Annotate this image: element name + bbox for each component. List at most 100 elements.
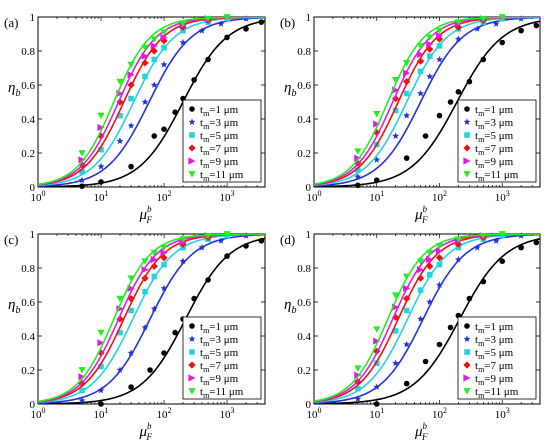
data-point <box>473 25 481 32</box>
data-point <box>117 329 123 336</box>
legend-label: tm=7 μm <box>475 360 514 374</box>
data-point <box>417 68 424 75</box>
data-point <box>97 163 105 170</box>
data-point <box>392 107 399 114</box>
data-point <box>224 34 230 41</box>
data-point <box>499 39 506 46</box>
data-point <box>533 22 540 29</box>
legend-label: tm=1 μm <box>200 321 239 335</box>
data-point <box>78 373 86 381</box>
y-axis-label: ηb <box>284 297 296 316</box>
data-point <box>127 349 135 356</box>
data-point <box>355 182 361 189</box>
legend-label: tm=9 μm <box>200 156 239 170</box>
legend-marker <box>188 171 196 178</box>
data-point <box>518 27 524 34</box>
legend-label: tm=1 μm <box>200 104 239 118</box>
data-point <box>127 275 135 282</box>
data-point <box>403 295 411 303</box>
data-point <box>403 284 411 292</box>
x-tick-label: 102 <box>432 189 447 204</box>
data-point <box>224 253 230 259</box>
data-point <box>198 27 206 34</box>
y-tick-label: 0 <box>306 399 312 411</box>
legend-marker <box>463 118 471 125</box>
data-point <box>258 19 265 25</box>
data-point <box>447 324 454 331</box>
data-point <box>454 236 462 243</box>
data-point <box>373 156 381 163</box>
legend-box <box>457 99 537 183</box>
data-point <box>160 244 168 252</box>
data-point <box>161 350 167 356</box>
y-tick-label: 1 <box>306 229 312 241</box>
data-point <box>403 90 410 97</box>
legend-marker <box>464 323 470 329</box>
data-point <box>392 95 400 103</box>
data-point <box>354 154 362 162</box>
data-point <box>151 133 158 139</box>
y-tick-label: 0 <box>306 182 312 194</box>
data-point <box>373 401 380 407</box>
data-point <box>454 19 462 26</box>
data-point <box>179 38 187 46</box>
x-tick-label: 103 <box>220 406 235 421</box>
legend-label: tm=5 μm <box>475 130 514 144</box>
data-point <box>217 237 225 244</box>
data-point <box>141 323 149 331</box>
data-point <box>150 249 158 257</box>
data-point <box>79 168 85 175</box>
data-point <box>426 272 433 278</box>
legend-label: tm=9 μm <box>200 373 239 387</box>
data-point <box>403 307 410 314</box>
x-tick-label: 101 <box>94 189 109 204</box>
axes-frame <box>37 233 266 405</box>
y-tick-label: 0.8 <box>297 46 311 58</box>
y-tick-label: 0.6 <box>297 80 311 92</box>
chart-panel: 0 0.2 0.4 0.6 0.8 1 100 101 102 103 ηb μb F (c) tm=1 μ… <box>4 229 266 442</box>
data-point <box>436 281 443 288</box>
y-tick-label: 0.4 <box>21 114 35 126</box>
data-point <box>435 27 444 35</box>
legend-label: tm=11 μm <box>475 169 519 183</box>
axes-frame <box>37 16 266 188</box>
data-point <box>97 339 105 347</box>
data-point <box>403 112 411 119</box>
data-point <box>217 20 225 27</box>
data-point <box>422 133 429 139</box>
y-tick-label: 0.8 <box>297 263 311 275</box>
data-point <box>128 95 134 102</box>
data-point <box>416 57 425 65</box>
data-point <box>97 329 105 337</box>
data-point <box>518 244 524 251</box>
legend-label: tm=3 μm <box>475 117 514 131</box>
data-point <box>416 258 425 265</box>
data-point <box>160 284 168 292</box>
data-point <box>116 78 124 86</box>
data-point <box>426 249 434 257</box>
y-tick-label: 0.8 <box>21 263 35 275</box>
data-point <box>150 255 158 264</box>
data-point <box>426 45 434 53</box>
data-point <box>160 33 168 41</box>
data-point <box>354 173 362 180</box>
data-point <box>191 77 197 83</box>
data-point <box>141 59 149 67</box>
data-point <box>160 254 168 262</box>
legend-label: tm=5 μm <box>200 347 239 361</box>
legend-marker <box>463 361 471 369</box>
x-axis-label: μb F <box>139 204 153 225</box>
data-point <box>243 243 249 249</box>
legend-box <box>182 99 262 183</box>
legend-label: tm=7 μm <box>200 360 239 374</box>
data-point <box>454 240 462 248</box>
data-point <box>128 163 134 170</box>
legend-marker <box>188 374 196 382</box>
data-point <box>97 112 105 120</box>
data-point <box>403 78 411 86</box>
data-point <box>426 72 434 80</box>
data-point <box>142 289 148 295</box>
